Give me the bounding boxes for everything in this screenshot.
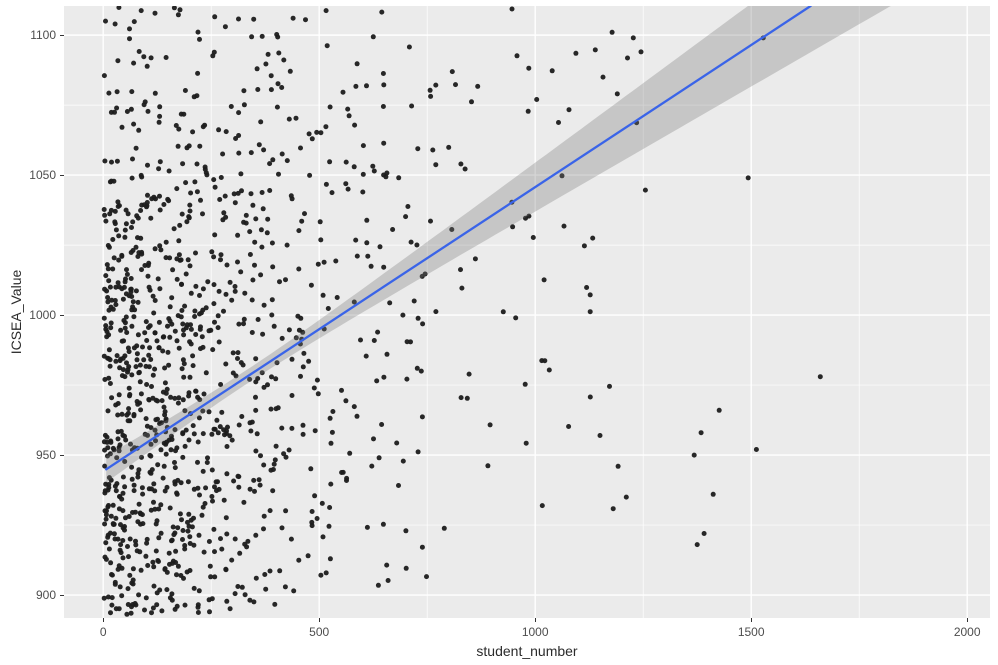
x-tick-mark (750, 618, 752, 622)
y-tick-mark (60, 314, 64, 316)
x-tick-mark (102, 618, 104, 622)
scatter-points (101, 5, 823, 617)
y-tick-label: 950 (35, 448, 56, 463)
x-tick-label: 0 (99, 625, 107, 639)
x-tick-label: 2000 (953, 625, 981, 639)
x-tick-label: 1000 (521, 625, 549, 639)
regression-line (105, 4, 812, 471)
scatter-canvas (64, 0, 990, 618)
y-tick-mark (60, 594, 64, 596)
x-axis-title: student_number (476, 643, 578, 659)
y-tick-mark (60, 174, 64, 176)
y-tick-label: 900 (35, 588, 56, 603)
y-tick-label: 1050 (29, 168, 56, 183)
x-tick-mark (318, 618, 320, 622)
y-tick-mark (60, 34, 64, 36)
x-tick-mark (966, 618, 968, 622)
plot-panel (64, 0, 990, 618)
x-tick-label: 500 (309, 625, 330, 639)
confidence-ribbon (106, 0, 902, 483)
x-tick-mark (534, 618, 536, 622)
x-tick-label: 1500 (737, 625, 765, 639)
y-tick-label: 1100 (30, 28, 56, 43)
y-tick-label: 1000 (29, 308, 56, 323)
y-tick-mark (60, 454, 64, 456)
